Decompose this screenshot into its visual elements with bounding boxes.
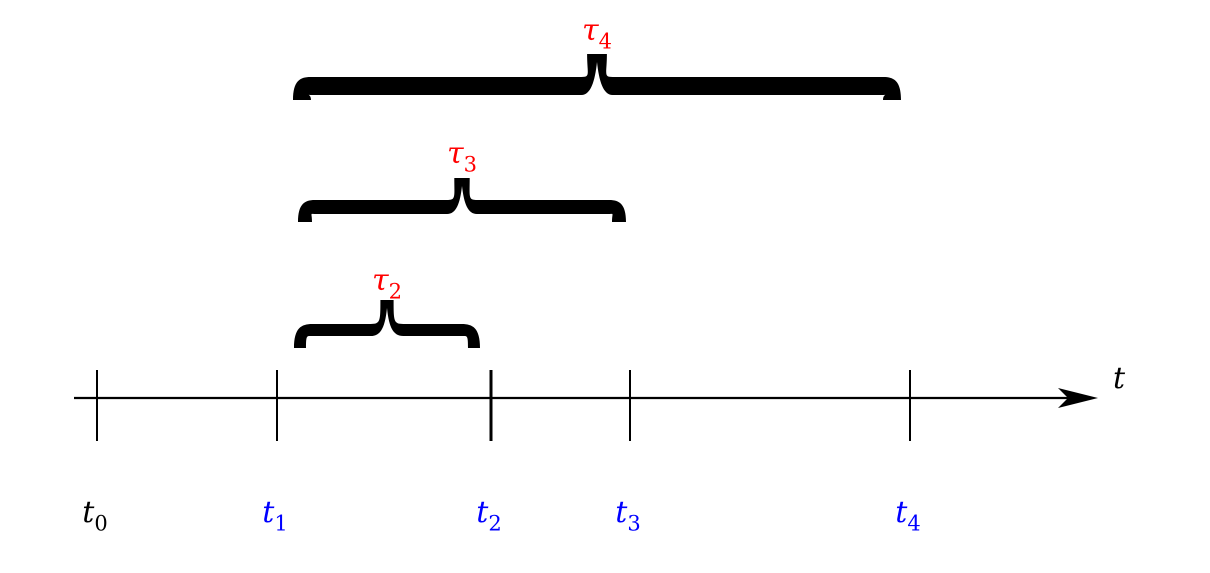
ticks-group: t0 t1 t2 t3 t4	[82, 370, 921, 535]
tick-label-4: t4	[895, 495, 920, 535]
interval-label-4: τ4	[582, 13, 612, 53]
tick-label-3: t3	[615, 495, 640, 535]
tick-label-1: t1	[262, 495, 287, 535]
tick-label-2: t2	[476, 495, 501, 535]
interval-label-2: τ2	[372, 263, 402, 303]
axis-label: t	[1113, 361, 1126, 396]
interval-brace-3	[298, 178, 626, 222]
braces-group: τ2 τ3 τ4	[293, 13, 901, 348]
interval-brace-2	[294, 300, 480, 348]
interval-label-3: τ3	[447, 136, 477, 176]
tick-label-0: t0	[82, 495, 107, 535]
interval-brace-4	[293, 54, 901, 100]
